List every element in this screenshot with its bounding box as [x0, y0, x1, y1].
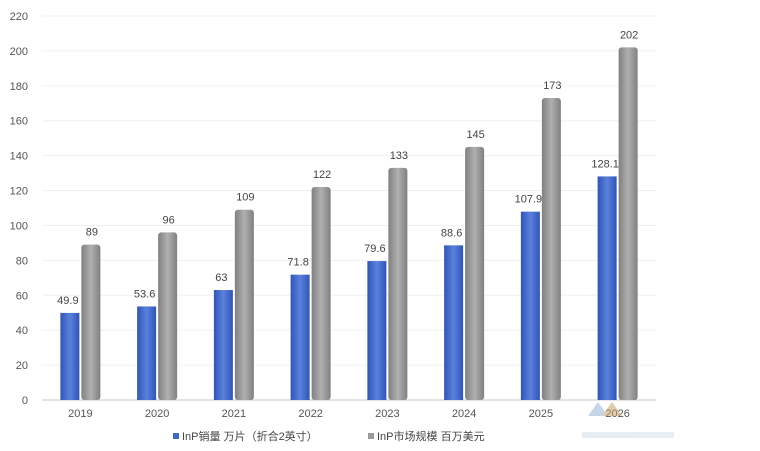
bar-inp-volume-2021 — [213, 290, 233, 400]
data-label: 79.6 — [364, 243, 385, 255]
legend-swatch-series-2 — [368, 433, 374, 439]
data-label: 71.8 — [287, 257, 308, 269]
bar-inp-market-2023 — [388, 167, 408, 400]
bar-inp-volume-2023 — [367, 261, 387, 400]
x-tick-label: 2021 — [222, 408, 246, 420]
data-label: 145 — [466, 129, 484, 141]
bar-inp-market-2020 — [158, 232, 178, 400]
data-label: 96 — [163, 214, 175, 226]
y-tick-label: 100 — [10, 220, 28, 232]
y-tick-label: 60 — [16, 290, 28, 302]
y-tick-label: 120 — [10, 186, 28, 198]
bar-inp-market-2026 — [618, 47, 638, 400]
data-label: 107.9 — [515, 194, 543, 206]
x-tick-label: 2024 — [452, 408, 476, 420]
data-label: 89 — [86, 227, 98, 239]
bar-inp-market-2024 — [465, 146, 485, 400]
y-tick-label: 180 — [10, 81, 28, 93]
y-axis: 0 20 40 60 80 100 120 140 160 180 200 220 — [10, 11, 28, 407]
x-tick-label: 2022 — [298, 408, 322, 420]
legend: InP销量 万片（折合2英寸） InP市场规模 百万美元 — [173, 429, 485, 443]
legend-label-series-2: InP市场规模 百万美元 — [377, 429, 485, 443]
bar-inp-volume-2020 — [137, 306, 157, 400]
bar-inp-volume-2025 — [520, 211, 540, 400]
legend-swatch-series-1 — [173, 433, 179, 439]
data-label: 122 — [313, 169, 331, 181]
bar-inp-market-2025 — [541, 98, 561, 400]
data-label: 88.6 — [441, 227, 462, 239]
bar-inp-volume-2026 — [597, 176, 617, 400]
x-axis: 20192020202120222023202420252026 — [68, 408, 630, 420]
bar-inp-volume-2019 — [60, 312, 80, 400]
bar-inp-market-2019 — [81, 244, 101, 400]
data-label: 173 — [543, 80, 561, 92]
x-tick-label: 2025 — [529, 408, 553, 420]
bar-inp-market-2021 — [234, 209, 254, 400]
y-tick-label: 200 — [10, 46, 28, 58]
y-tick-label: 40 — [16, 325, 28, 337]
y-tick-label: 220 — [10, 11, 28, 23]
data-label: 202 — [620, 29, 638, 41]
x-tick-label: 2019 — [68, 408, 92, 420]
y-tick-label: 160 — [10, 116, 28, 128]
data-label: 128.1 — [591, 158, 619, 170]
y-tick-label: 20 — [16, 360, 28, 372]
x-tick-label: 2023 — [375, 408, 399, 420]
x-tick-label: 2020 — [145, 408, 169, 420]
data-label: 109 — [236, 192, 254, 204]
y-tick-label: 140 — [10, 151, 28, 163]
bar-inp-volume-2022 — [290, 274, 310, 400]
legend-label-series-1: InP销量 万片（折合2英寸） — [182, 429, 318, 443]
y-tick-label: 0 — [22, 395, 28, 407]
bar-inp-volume-2024 — [444, 245, 464, 400]
data-label: 63 — [215, 272, 227, 284]
y-tick-label: 80 — [16, 255, 28, 267]
bars: 49.9 89 53.6 96 63 109 71.8 122 79.6 133 88.6 145 10… — [57, 29, 638, 400]
data-label: 49.9 — [57, 295, 78, 307]
watermark-logo — [582, 402, 674, 438]
data-label: 133 — [390, 150, 408, 162]
gridlines — [42, 15, 656, 401]
bar-inp-market-2022 — [311, 187, 331, 400]
data-label: 53.6 — [134, 288, 155, 300]
